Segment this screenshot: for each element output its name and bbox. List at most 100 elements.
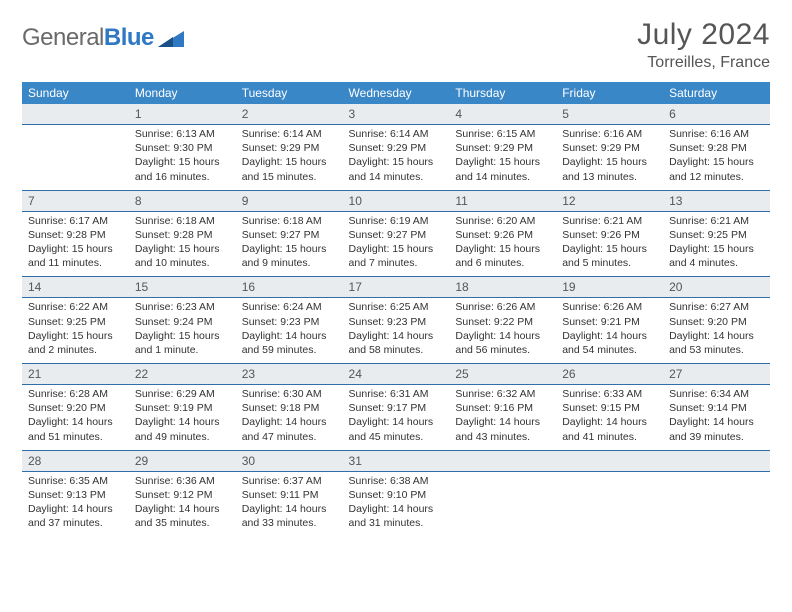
day-details: Sunrise: 6:36 AMSunset: 9:12 PMDaylight:…: [129, 472, 236, 537]
day-number: 2: [236, 104, 343, 124]
day-details: [663, 472, 770, 532]
day-details: Sunrise: 6:21 AMSunset: 9:26 PMDaylight:…: [556, 212, 663, 277]
daylight-text-2: and 51 minutes.: [28, 430, 123, 444]
day-number: 9: [236, 191, 343, 211]
daylight-text-2: and 35 minutes.: [135, 516, 230, 530]
daynum-cell: 2: [236, 104, 343, 125]
calendar-page: GeneralBlue July 2024 Torreilles, France…: [0, 0, 792, 612]
daylight-text-1: Daylight: 15 hours: [242, 242, 337, 256]
day-number: [556, 451, 663, 469]
week-detail-row: Sunrise: 6:13 AMSunset: 9:30 PMDaylight:…: [22, 125, 770, 191]
daynum-cell: 12: [556, 190, 663, 211]
day-number: 17: [343, 277, 450, 297]
daynum-cell: 4: [449, 104, 556, 125]
day-number: 22: [129, 364, 236, 384]
daynum-cell: 27: [663, 364, 770, 385]
daynum-cell: 7: [22, 190, 129, 211]
daynum-cell: 19: [556, 277, 663, 298]
sunrise-text: Sunrise: 6:22 AM: [28, 300, 123, 314]
daylight-text-1: Daylight: 14 hours: [28, 502, 123, 516]
daylight-text-2: and 39 minutes.: [669, 430, 764, 444]
detail-cell: Sunrise: 6:26 AMSunset: 9:22 PMDaylight:…: [449, 298, 556, 364]
day-details: [449, 472, 556, 532]
daylight-text-2: and 54 minutes.: [562, 343, 657, 357]
daylight-text-2: and 1 minute.: [135, 343, 230, 357]
detail-cell: Sunrise: 6:25 AMSunset: 9:23 PMDaylight:…: [343, 298, 450, 364]
daynum-cell: [449, 450, 556, 471]
daynum-cell: 5: [556, 104, 663, 125]
detail-cell: Sunrise: 6:15 AMSunset: 9:29 PMDaylight:…: [449, 125, 556, 191]
detail-cell: Sunrise: 6:18 AMSunset: 9:28 PMDaylight:…: [129, 211, 236, 277]
detail-cell: Sunrise: 6:13 AMSunset: 9:30 PMDaylight:…: [129, 125, 236, 191]
day-number: 16: [236, 277, 343, 297]
sunrise-text: Sunrise: 6:24 AM: [242, 300, 337, 314]
day-details: Sunrise: 6:25 AMSunset: 9:23 PMDaylight:…: [343, 298, 450, 363]
day-number: 1: [129, 104, 236, 124]
day-number: 14: [22, 277, 129, 297]
sunrise-text: Sunrise: 6:13 AM: [135, 127, 230, 141]
location-subtitle: Torreilles, France: [637, 54, 770, 72]
day-details: Sunrise: 6:18 AMSunset: 9:28 PMDaylight:…: [129, 212, 236, 277]
daynum-cell: [663, 450, 770, 471]
day-number: 30: [236, 451, 343, 471]
daynum-cell: 9: [236, 190, 343, 211]
daynum-cell: 3: [343, 104, 450, 125]
detail-cell: Sunrise: 6:29 AMSunset: 9:19 PMDaylight:…: [129, 385, 236, 451]
week-detail-row: Sunrise: 6:35 AMSunset: 9:13 PMDaylight:…: [22, 471, 770, 536]
day-details: Sunrise: 6:27 AMSunset: 9:20 PMDaylight:…: [663, 298, 770, 363]
day-number: 23: [236, 364, 343, 384]
day-details: Sunrise: 6:33 AMSunset: 9:15 PMDaylight:…: [556, 385, 663, 450]
daynum-cell: 26: [556, 364, 663, 385]
day-number: [449, 451, 556, 469]
week-daynum-row: 28293031: [22, 450, 770, 471]
sunrise-text: Sunrise: 6:21 AM: [562, 214, 657, 228]
daylight-text-2: and 9 minutes.: [242, 256, 337, 270]
day-number: 18: [449, 277, 556, 297]
daylight-text-1: Daylight: 14 hours: [455, 329, 550, 343]
detail-cell: Sunrise: 6:35 AMSunset: 9:13 PMDaylight:…: [22, 471, 129, 536]
detail-cell: Sunrise: 6:16 AMSunset: 9:28 PMDaylight:…: [663, 125, 770, 191]
day-number: [663, 451, 770, 469]
sunset-text: Sunset: 9:14 PM: [669, 401, 764, 415]
daylight-text-1: Daylight: 15 hours: [349, 155, 444, 169]
daylight-text-2: and 16 minutes.: [135, 170, 230, 184]
daynum-cell: 23: [236, 364, 343, 385]
sunset-text: Sunset: 9:29 PM: [349, 141, 444, 155]
daynum-cell: 30: [236, 450, 343, 471]
week-daynum-row: 21222324252627: [22, 364, 770, 385]
week-daynum-row: 14151617181920: [22, 277, 770, 298]
daynum-cell: 10: [343, 190, 450, 211]
day-details: Sunrise: 6:37 AMSunset: 9:11 PMDaylight:…: [236, 472, 343, 537]
sunrise-text: Sunrise: 6:37 AM: [242, 474, 337, 488]
sunset-text: Sunset: 9:29 PM: [242, 141, 337, 155]
detail-cell: Sunrise: 6:19 AMSunset: 9:27 PMDaylight:…: [343, 211, 450, 277]
sunset-text: Sunset: 9:20 PM: [669, 315, 764, 329]
daynum-cell: 1: [129, 104, 236, 125]
day-number: 7: [22, 191, 129, 211]
sunrise-text: Sunrise: 6:15 AM: [455, 127, 550, 141]
daynum-cell: 18: [449, 277, 556, 298]
daylight-text-1: Daylight: 14 hours: [242, 329, 337, 343]
day-details: [22, 125, 129, 185]
daynum-cell: 17: [343, 277, 450, 298]
day-details: Sunrise: 6:34 AMSunset: 9:14 PMDaylight:…: [663, 385, 770, 450]
day-details: Sunrise: 6:17 AMSunset: 9:28 PMDaylight:…: [22, 212, 129, 277]
daylight-text-1: Daylight: 14 hours: [669, 329, 764, 343]
sunrise-text: Sunrise: 6:26 AM: [455, 300, 550, 314]
day-details: Sunrise: 6:24 AMSunset: 9:23 PMDaylight:…: [236, 298, 343, 363]
daynum-cell: 28: [22, 450, 129, 471]
daylight-text-2: and 41 minutes.: [562, 430, 657, 444]
sunrise-text: Sunrise: 6:35 AM: [28, 474, 123, 488]
daynum-cell: 14: [22, 277, 129, 298]
sunset-text: Sunset: 9:25 PM: [28, 315, 123, 329]
sunrise-text: Sunrise: 6:23 AM: [135, 300, 230, 314]
day-number: 20: [663, 277, 770, 297]
month-title: July 2024: [637, 18, 770, 52]
daynum-cell: 6: [663, 104, 770, 125]
sunrise-text: Sunrise: 6:32 AM: [455, 387, 550, 401]
daylight-text-1: Daylight: 14 hours: [135, 502, 230, 516]
title-block: July 2024 Torreilles, France: [637, 18, 770, 72]
day-details: Sunrise: 6:26 AMSunset: 9:22 PMDaylight:…: [449, 298, 556, 363]
day-number: 10: [343, 191, 450, 211]
page-header: GeneralBlue July 2024 Torreilles, France: [22, 18, 770, 72]
